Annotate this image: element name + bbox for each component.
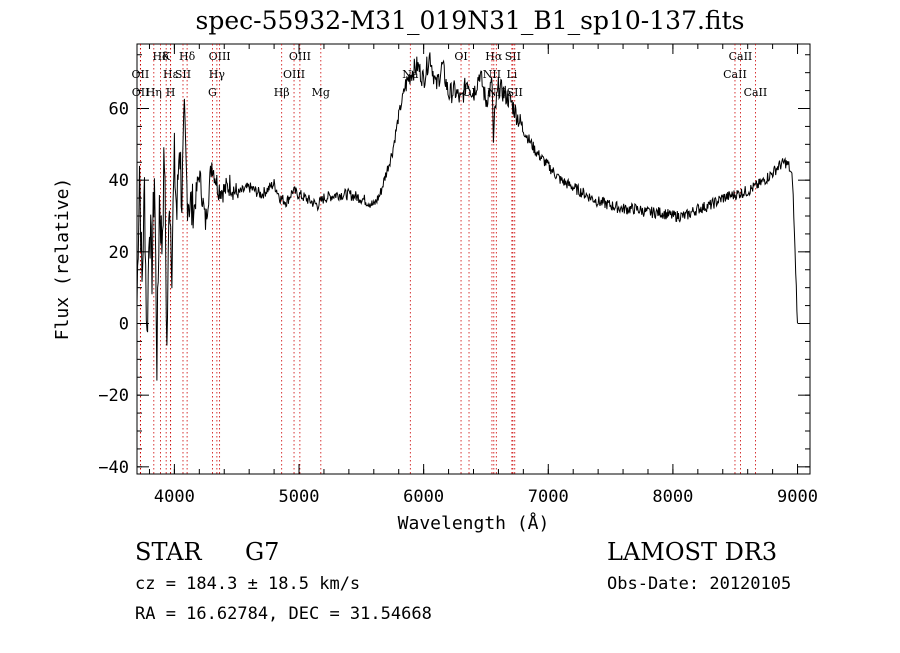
line-marker-label: SII [505,50,521,63]
line-marker-label: Li [506,68,517,81]
x-tick-label: 6000 [403,487,444,507]
line-marker-label: Mg [312,86,330,99]
line-marker-label: SII [175,68,191,81]
line-marker-label: G [208,86,217,99]
y-tick-label: 60 [109,100,129,120]
line-marker-label: CaII [744,86,768,99]
line-marker-label: K [162,50,171,63]
y-axis-title: Flux (relative) [52,178,73,341]
spectrum-line [136,52,798,381]
line-marker-label: OII [132,86,150,99]
line-marker-label: Hδ [152,50,169,63]
line-marker-label: Hβ [274,86,290,99]
coordinates: RA = 16.62784, DEC = 31.54668 [135,604,432,624]
line-marker-label: Hη [146,86,162,99]
line-marker-label: Hγ [209,68,226,81]
x-tick-label: 9000 [777,487,818,507]
y-tick-label: −20 [98,386,129,406]
x-tick-label: 7000 [528,487,569,507]
line-marker-label: OII [132,68,150,81]
object-class: STAR [135,538,202,566]
observation-date: Obs-Date: 20120105 [607,574,792,594]
y-tick-label: 20 [109,243,129,263]
y-tick-label: 0 [119,315,129,335]
line-marker-label: OI [454,50,467,63]
y-tick-label: 40 [109,171,129,191]
line-marker-label: H [166,86,176,99]
chart-title: spec-55932-M31_019N31_B1_sp10-137.fits [195,6,745,35]
x-axis-title: Wavelength (Å) [398,512,550,534]
line-marker-label: CaII [723,68,747,81]
object-subclass: G7 [245,538,280,566]
line-marker-label: Hα [485,50,503,63]
x-tick-label: 5000 [279,487,320,507]
line-marker-label: NII [483,68,501,81]
line-marker-label: OIII [283,68,305,81]
y-tick-label: −40 [98,458,129,478]
line-marker-label: OIII [289,50,311,63]
line-marker-label: OIII [209,50,231,63]
line-marker-label: Hδ [179,50,196,63]
line-marker-label: NII [487,86,505,99]
x-tick-label: 8000 [652,487,693,507]
line-marker-label: CaII [729,50,753,63]
redshift-velocity: cz = 184.3 ± 18.5 km/s [135,574,361,594]
plot-frame [136,43,811,475]
x-tick-label: 4000 [154,487,195,507]
survey-label: LAMOST DR3 [607,538,778,566]
line-marker-label: Hε [163,68,179,81]
